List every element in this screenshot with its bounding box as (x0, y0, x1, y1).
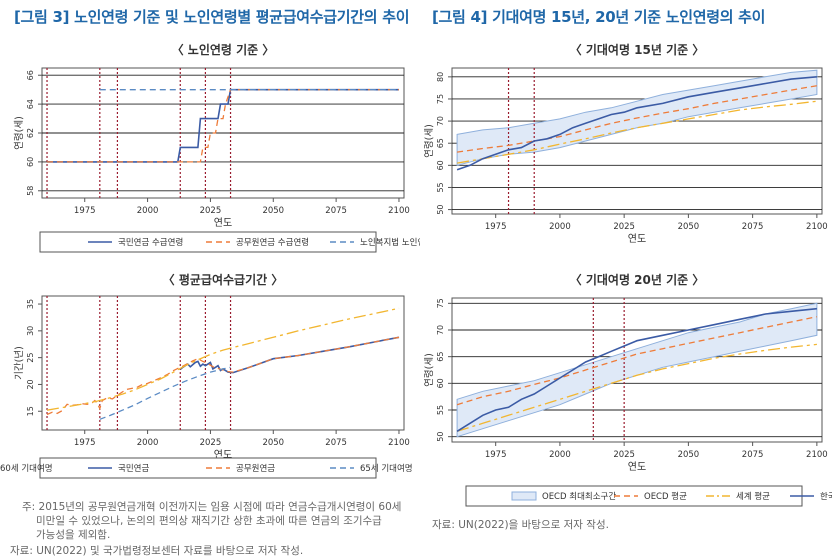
y-axis-label: 기간(년) (14, 346, 25, 380)
y-tick-label: 58 (26, 186, 35, 196)
x-tick-label: 2025 (200, 206, 222, 216)
x-tick-label: 1975 (485, 222, 507, 232)
y-tick-label: 64 (26, 99, 35, 109)
y-axis-label: 연령(세) (13, 116, 25, 150)
x-tick-label: 2000 (137, 438, 159, 448)
x-tick-label: 2100 (806, 450, 828, 460)
x-tick-label: 2100 (806, 222, 828, 232)
x-tick-label: 2000 (137, 206, 159, 216)
chart-benefit-duration: 〈 평균급여수급기간 〉1975 2000 2025 2050 2075 21001520… (0, 272, 413, 479)
x-axis-label: 연도 (628, 233, 646, 245)
note-line: 미만일 수 있었으나, 논의의 편의상 재직기간 상한 초과에 따른 연금의 조… (36, 515, 382, 527)
series-line (99, 366, 231, 420)
series-line (456, 343, 817, 432)
series-line (47, 89, 399, 163)
y-tick-label: 60 (26, 157, 35, 167)
y-tick-label: 62 (26, 128, 35, 138)
plot-frame (41, 295, 405, 431)
y-tick-label: 60 (436, 160, 445, 170)
x-tick-label: 2075 (742, 222, 764, 232)
chart-title: 〈 노인연령 기준 〉 (172, 42, 275, 57)
x-tick-label: 2025 (613, 222, 635, 232)
x-axis-label: 연도 (214, 217, 232, 229)
x-tick-label: 2100 (388, 206, 410, 216)
y-tick-label: 60 (436, 378, 445, 388)
legend-label: 세계 평균 (736, 491, 770, 502)
y-tick-label: 15 (26, 406, 35, 416)
x-tick-label: 2025 (200, 438, 222, 448)
y-tick-label: 50 (436, 204, 445, 214)
x-tick-label: 2000 (549, 450, 571, 460)
legend-label: 공무원연금 수급연령 (236, 237, 309, 248)
figure-4-title: [그림 4] 기대여명 15년, 20년 기준 노인연령의 추이 (432, 8, 766, 26)
figure-3-source: 자료: UN(2022) 및 국가법령정보센터 자료를 바탕으로 저자 작성. (10, 545, 304, 557)
series-line (457, 85, 818, 153)
legend-swatch (511, 491, 537, 501)
legend-label: 국민연금 (118, 463, 149, 474)
y-tick-label: 65 (436, 352, 445, 362)
x-tick-label: 2050 (678, 450, 700, 460)
y-tick-label: 80 (436, 72, 445, 82)
chart-life-expectancy-15: 〈 기대여명 15년 기준 〉 1975 2000 2025 2050 2075 2100 5… (424, 42, 828, 245)
series-line (47, 88, 399, 163)
series-line (456, 307, 817, 432)
y-tick-label: 66 (26, 70, 35, 80)
x-tick-label: 2025 (613, 450, 635, 460)
y-tick-label: 70 (436, 116, 445, 126)
y-tick-label: 75 (436, 298, 445, 308)
legend-label: 국민연금 수급연령 (118, 237, 183, 248)
x-tick-label: 2050 (678, 222, 700, 232)
chart-life-expectancy-20: 〈 기대여명 20년 기준 〉 1975 2000 2025 2050 2075 2100 5… (424, 272, 832, 507)
legend-label: 공무원연금 (236, 464, 275, 474)
y-tick-label: 50 (436, 432, 445, 442)
y-axis-label: 연령(세) (424, 353, 435, 387)
series-line (456, 76, 817, 171)
x-tick-label: 2075 (742, 450, 764, 460)
series-line (456, 316, 818, 406)
y-tick-label: 55 (436, 182, 445, 192)
x-axis-label: 연도 (628, 461, 646, 473)
chart-title: 〈 기대여명 20년 기준 〉 (570, 272, 705, 287)
y-tick-label: 30 (26, 326, 35, 336)
x-tick-label: 2050 (262, 438, 284, 448)
legend-label: 60세 기대여명 (0, 463, 53, 474)
figure-4-source: 자료: UN(2022)을 바탕으로 저자 작성. (432, 519, 609, 531)
y-tick-label: 35 (26, 299, 35, 309)
y-tick-label: 20 (26, 379, 35, 389)
x-tick-label: 2075 (325, 438, 347, 448)
series-line (46, 307, 400, 411)
x-tick-label: 1975 (485, 450, 507, 460)
legend-label: 한국 (820, 492, 832, 502)
figure-3-note: 주: 2015년의 공무원연금개혁 이전까지는 임용 시점에 따라 연금수급개시… (22, 500, 410, 542)
x-tick-label: 2100 (388, 438, 410, 448)
legend-label: 노인복지법 노인연령 (360, 237, 420, 248)
chart-title: 〈 평균급여수급기간 〉 (163, 272, 284, 287)
x-tick-label: 2075 (325, 206, 347, 216)
x-tick-label: 1975 (74, 438, 96, 448)
y-tick-label: 70 (436, 325, 445, 335)
x-tick-label: 2050 (262, 206, 284, 216)
note-line: 가능성을 제외함. (36, 529, 111, 541)
x-tick-label: 2000 (549, 222, 571, 232)
y-tick-label: 25 (26, 353, 35, 363)
y-tick-label: 65 (436, 138, 445, 148)
x-tick-label: 1975 (74, 206, 96, 216)
chart-title: 〈 기대여명 15년 기준 〉 (570, 42, 705, 57)
figure-3-title: [그림 3] 노인연령 기준 및 노인연령별 평균급여수급기간의 추이 (14, 8, 410, 26)
legend-label: OECD 최대최소구간 (542, 491, 616, 502)
y-axis-label: 연령(세) (424, 124, 435, 158)
note-line: 주: 2015년의 공무원연금개혁 이전까지는 임용 시점에 따라 연금수급개시… (22, 501, 402, 513)
legend-label: OECD 평균 (644, 491, 687, 502)
chart-pension-age: 〈 노인연령 기준 〉 1975 2000 2025 2050 2075 2100 58 60 6… (13, 42, 420, 253)
y-tick-label: 55 (436, 405, 445, 415)
legend-label: 65세 기대여명 (360, 463, 413, 474)
y-tick-label: 75 (436, 94, 445, 104)
series-line (456, 100, 817, 164)
